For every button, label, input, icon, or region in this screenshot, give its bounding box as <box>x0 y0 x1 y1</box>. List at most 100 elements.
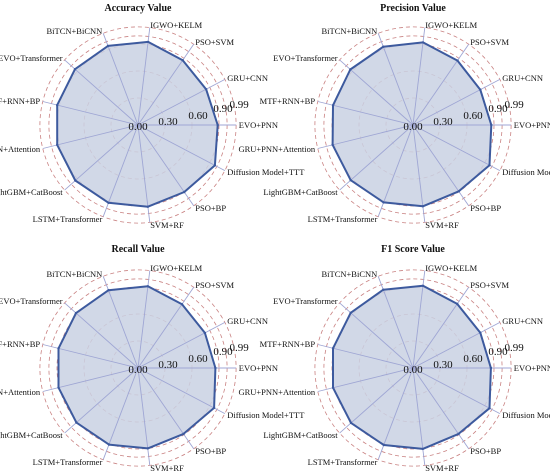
data-point <box>421 205 425 208</box>
category-label: BiTCN+BiCNN <box>321 269 377 279</box>
spoke-line <box>64 59 139 126</box>
category-label: LSTM+Transformer <box>33 214 103 224</box>
category-label: MTF+RNN+BP <box>260 96 316 106</box>
category-label: SVM+RF <box>150 463 184 473</box>
spoke-line <box>412 124 501 171</box>
category-label: GRU+CNN <box>227 316 268 326</box>
spoke-line <box>102 33 139 126</box>
tick-label: 0.90 <box>488 103 508 115</box>
category-label: IGWO+KELM <box>425 263 477 273</box>
data-point <box>479 88 482 91</box>
series-line <box>57 285 217 450</box>
data-point <box>331 104 335 107</box>
spoke-line <box>137 367 195 449</box>
tick-label: 0.60 <box>188 110 208 122</box>
data-point <box>203 331 207 335</box>
spoke-line <box>137 44 195 126</box>
category-label: SVM+RF <box>425 463 459 473</box>
data-point <box>146 447 149 450</box>
series-line <box>56 40 219 208</box>
data-point <box>331 386 335 389</box>
category-label: LightGBM+CatBoost <box>263 430 338 440</box>
radar-panel: F1 Score Value 0.00 0.30 0.60 0.900.99 EVO+PN… <box>238 244 550 473</box>
spoke-line <box>102 124 139 217</box>
data-point <box>56 143 59 147</box>
category-label: EVO+Transformer <box>273 296 338 306</box>
tick-label: 0.99 <box>504 99 524 111</box>
spoke-line <box>42 101 139 126</box>
category-label: Diffusion Model+TTT <box>502 167 550 177</box>
spoke-line <box>412 79 501 126</box>
data-point <box>331 143 334 146</box>
data-point <box>107 289 110 292</box>
category-label: EVO+PNN <box>514 363 550 373</box>
data-point <box>146 285 150 288</box>
category-label: Diffusion Model+TTT <box>227 410 305 420</box>
category-label: GRU+PNN+Attention <box>238 144 315 154</box>
data-point <box>74 179 77 182</box>
data-point <box>181 59 184 62</box>
category-label: PSO+BP <box>470 446 501 456</box>
tick-label: 0.90 <box>213 103 233 115</box>
spoke-line <box>339 59 414 126</box>
category-label: EVO+Transformer <box>0 53 63 63</box>
category-label: PSO+SVM <box>470 37 509 47</box>
data-point <box>331 347 335 350</box>
data-point <box>212 406 216 410</box>
spoke-line <box>377 276 414 369</box>
spoke-line <box>137 367 226 414</box>
tick-label: 0.90 <box>488 346 508 358</box>
spoke-line <box>412 287 470 369</box>
category-label: GRU+PNN+Attention <box>0 144 41 154</box>
category-label: Diffusion Model+TTT <box>227 167 305 177</box>
category-label: LSTM+Transformer <box>308 214 378 224</box>
category-label: PSO+SVM <box>470 280 509 290</box>
category-label: GRU+CNN <box>502 73 543 83</box>
data-point <box>204 88 208 91</box>
spoke-line <box>412 322 501 369</box>
data-point <box>57 386 60 389</box>
tick-label: 0.99 <box>504 342 524 354</box>
data-point <box>182 432 185 436</box>
category-label: GRU+CNN <box>227 73 268 83</box>
data-point <box>214 366 217 370</box>
data-point <box>146 40 150 44</box>
data-point <box>382 201 385 204</box>
radar-panel: Accuracy Value 0.00 0.30 0.60 0.900.99 EVO+PN… <box>0 3 305 230</box>
category-label: LightGBM+CatBoost <box>0 430 63 440</box>
category-label: PSO+SVM <box>195 280 234 290</box>
category-label: PSO+BP <box>195 203 226 213</box>
spoke-line <box>412 367 501 414</box>
series-line <box>331 41 493 208</box>
spoke-line <box>137 322 226 369</box>
data-point <box>421 447 424 451</box>
spoke-line <box>412 367 470 449</box>
tick-label: 0.00 <box>128 121 148 133</box>
category-label: EVO+PNN <box>239 363 278 373</box>
spoke-line <box>102 276 139 369</box>
data-point <box>349 179 352 182</box>
category-label: SVM+RF <box>425 220 459 230</box>
data-point <box>457 432 460 436</box>
category-label: IGWO+KELM <box>150 263 202 273</box>
category-label: SVM+RF <box>150 220 184 230</box>
category-label: MTF+RNN+BP <box>0 339 40 349</box>
data-point <box>75 421 78 424</box>
tick-label: 0.30 <box>433 359 453 371</box>
series-line <box>332 284 492 450</box>
category-label: GRU+PNN+Attention <box>238 387 315 397</box>
category-label: Diffusion Model+TTT <box>502 410 550 420</box>
data-point <box>457 190 460 193</box>
tick-label: 0.99 <box>229 99 249 111</box>
tick-label: 0.60 <box>463 110 483 122</box>
data-point <box>56 103 59 107</box>
spoke-line <box>412 44 470 126</box>
category-label: PSO+SVM <box>195 37 234 47</box>
category-label: IGWO+KELM <box>150 20 202 30</box>
spoke-line <box>137 27 151 126</box>
category-label: LightGBM+CatBoost <box>0 187 63 197</box>
tick-label: 0.99 <box>229 342 249 354</box>
data-point <box>421 284 425 287</box>
data-point <box>382 288 385 291</box>
radar-panel: Precision Value 0.00 0.30 0.60 0.900.99 EVO+P… <box>238 3 550 230</box>
